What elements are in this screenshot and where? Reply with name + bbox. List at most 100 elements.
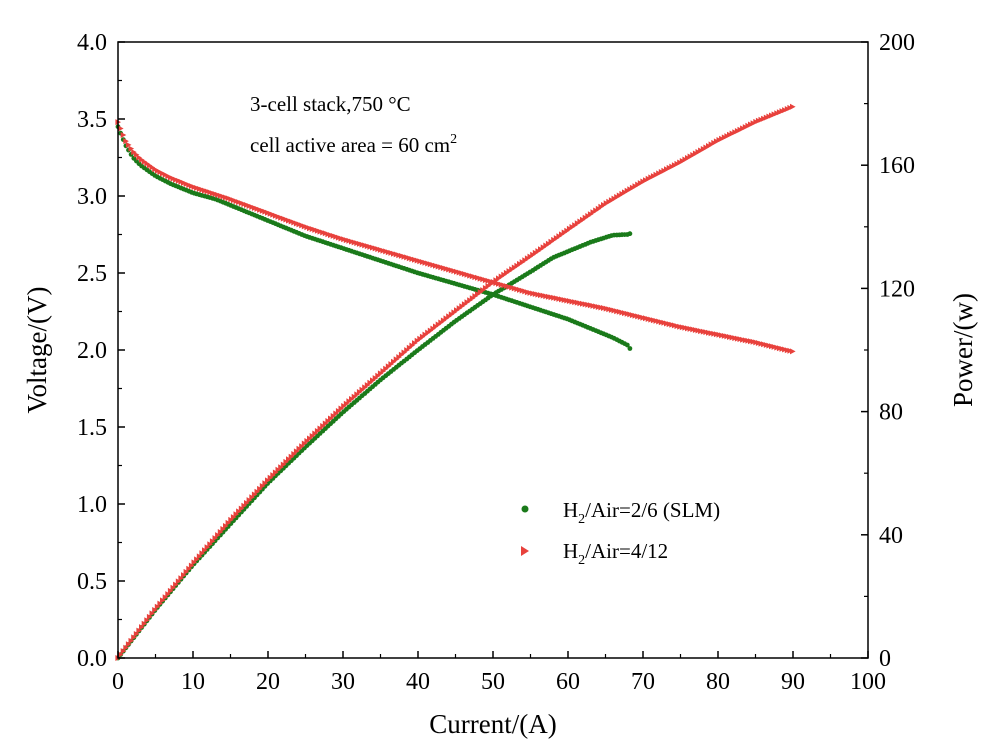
y-right-tick-label: 120 [879, 276, 915, 302]
power-point-series-2 [204, 544, 211, 551]
voltage-point-series-1 [627, 346, 633, 351]
legend-label-series-2-main: H [563, 539, 578, 563]
legend-marker-series-1 [521, 505, 529, 513]
series-2 [115, 103, 796, 661]
power-point-series-2 [154, 603, 161, 610]
legend: H2/Air=2/6 (SLM) H2/Air=4/12 [521, 498, 720, 568]
power-point-series-2 [165, 591, 171, 598]
power-point-series-2 [162, 594, 169, 601]
y-left-tick-label: 4.0 [77, 30, 107, 56]
x-axis-title: Current/(A) [429, 709, 556, 739]
power-point-series-2 [188, 562, 195, 569]
power-point-series-2 [149, 610, 156, 617]
axes-layer: 0 10 20 30 40 50 60 70 80 90 1000.00.51.01.52.02.5… [77, 30, 915, 695]
voltage-point-series-2 [120, 132, 127, 138]
x-tick-label: 80 [706, 669, 730, 695]
voltage-point-series-2 [123, 138, 129, 145]
annotation-line-2-superscript: 2 [450, 132, 457, 147]
power-point-series-2 [181, 572, 187, 579]
x-tick-label: 70 [631, 669, 655, 695]
legend-marker-series-2 [521, 546, 529, 556]
power-point-series-2 [220, 526, 226, 532]
legend-label-series-2-rest: /Air=4/12 [585, 539, 668, 563]
y-right-tick-label: 80 [879, 400, 903, 426]
legend-entry-series-2: H2/Air=4/12 [521, 539, 668, 568]
y-right-tick-label: 200 [879, 30, 915, 56]
power-point-series-2 [790, 103, 796, 110]
y-right-axis-title: Power/(w) [948, 293, 978, 407]
x-tick-label: 90 [781, 669, 805, 695]
power-point-series-2 [120, 648, 127, 655]
power-point-series-2 [183, 568, 190, 575]
legend-label-series-2: H2/Air=4/12 [563, 539, 668, 568]
y-right-tick-label: 0 [879, 646, 891, 672]
x-tick-label: 0 [112, 669, 124, 695]
y-left-tick-label: 2.5 [77, 261, 107, 287]
x-tick-label: 40 [406, 669, 430, 695]
y-left-axis-title: Voltage/(V) [22, 287, 52, 414]
power-point-series-2 [173, 581, 179, 588]
plot-frame [117, 41, 869, 659]
power-point-series-2 [128, 637, 135, 644]
x-tick-label: 100 [850, 669, 886, 695]
power-point-series-2 [199, 550, 205, 557]
power-point-series-2 [123, 644, 129, 651]
power-point-series-2 [178, 575, 184, 582]
y-left-tick-label: 1.5 [77, 415, 107, 441]
power-point-series-2 [244, 500, 250, 506]
voltage-point-series-2 [128, 145, 135, 152]
power-point-series-2 [144, 617, 150, 624]
legend-label-series-1-main: H [563, 498, 578, 522]
y-left-tick-label: 0.5 [77, 569, 107, 595]
y-left-tick-label: 3.5 [77, 107, 107, 133]
power-point-series-2 [133, 631, 140, 637]
power-point-series-2 [202, 547, 208, 554]
y-left-tick-label: 3.0 [77, 184, 107, 210]
series-1 [115, 124, 633, 661]
y-left-tick-label: 2.0 [77, 338, 107, 364]
voltage-point-series-1 [624, 342, 630, 348]
power-point-series-2 [212, 535, 219, 542]
legend-label-series-1-rest: /Air=2/6 (SLM) [585, 498, 720, 522]
power-point-series-2 [186, 565, 192, 572]
power-point-series-2 [136, 627, 142, 634]
annotation-line-2: cell active area = 60 cm2 [250, 132, 457, 157]
power-point-series-2 [157, 600, 163, 607]
power-point-series-2 [217, 529, 224, 535]
annotation-line-2-text: cell active area = 60 cm [250, 133, 450, 157]
power-point-series-2 [170, 584, 177, 591]
legend-label-series-1: H2/Air=2/6 (SLM) [563, 498, 720, 527]
legend-entry-series-1: H2/Air=2/6 (SLM) [521, 498, 720, 527]
voltage-point-series-2 [790, 348, 796, 355]
power-point-series-2 [191, 559, 198, 566]
y-right-tick-label: 40 [879, 523, 903, 549]
x-tick-label: 20 [256, 669, 280, 695]
power-point-series-2 [196, 553, 203, 560]
x-tick-label: 50 [481, 669, 505, 695]
x-tick-label: 60 [556, 669, 580, 695]
power-point-series-2 [215, 532, 221, 539]
power-point-series-2 [125, 641, 132, 648]
y-right-tick-label: 160 [879, 153, 915, 179]
power-point-series-2 [207, 541, 213, 548]
annotation-line-1: 3-cell stack,750 °C [250, 92, 411, 116]
annotation: 3-cell stack,750 °C cell active area = 6… [250, 92, 457, 157]
power-point-series-2 [160, 597, 166, 604]
legend-label-series-2-sub: 2 [578, 553, 585, 568]
voltage-point-series-2 [125, 141, 132, 148]
power-point-series-2 [139, 624, 145, 631]
legend-label-series-1-sub: 2 [578, 512, 585, 527]
x-tick-label: 10 [181, 669, 205, 695]
power-point-series-2 [194, 556, 200, 563]
power-point-series-1 [627, 231, 633, 237]
power-point-series-2 [141, 620, 148, 627]
power-point-series-2 [233, 511, 240, 518]
power-point-series-2 [209, 538, 216, 545]
power-point-series-2 [175, 578, 182, 585]
power-point-series-2 [146, 613, 153, 620]
y-left-tick-label: 1.0 [77, 492, 107, 518]
power-point-series-2 [131, 634, 137, 641]
x-tick-label: 30 [331, 669, 355, 695]
power-point-series-2 [223, 523, 229, 529]
